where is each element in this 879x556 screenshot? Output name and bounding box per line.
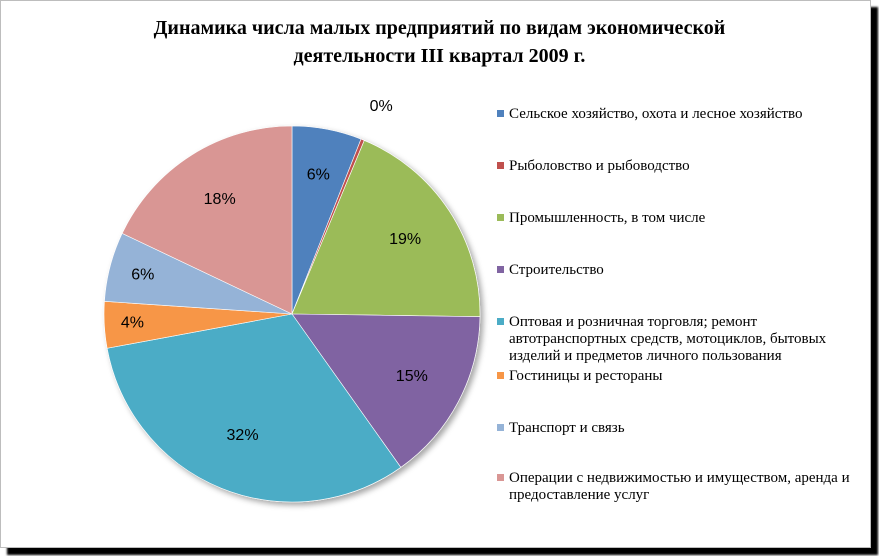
legend-label: Рыболовство и рыбоводство (509, 158, 690, 174)
chart-title-line-2: деятельности III квартал 2009 г. (293, 45, 586, 67)
pie-slice-3 (291, 140, 481, 317)
pie-data-label-8: 18% (204, 191, 236, 208)
legend-swatch (497, 162, 504, 169)
legend-label: Оптовая и розничная торговля; ремонт авт… (509, 314, 827, 364)
legend-item-2: Рыболовство и рыбоводство (497, 158, 867, 175)
legend-label: Гостиницы и рестораны (509, 368, 663, 384)
legend-item-6: Гостиницы и рестораны (497, 368, 867, 385)
legend-label: Операции с недвижимостью и имуществом, а… (509, 470, 850, 503)
pie-data-label-4: 15% (396, 368, 428, 385)
pie-data-label-7: 6% (131, 266, 154, 283)
pie-data-label-5: 32% (227, 427, 259, 444)
legend-label: Сельское хозяйство, охота и лесное хозяй… (509, 106, 803, 122)
pie-data-label-3: 19% (389, 231, 421, 248)
legend-item-7: Транспорт и связь (497, 420, 867, 437)
legend-item-4: Строительство (497, 262, 867, 279)
legend-swatch (497, 318, 504, 325)
legend-swatch (497, 372, 504, 379)
pie-slice-5 (106, 313, 402, 503)
legend-item-5: Оптовая и розничная торговля; ремонт авт… (497, 314, 867, 365)
legend-swatch (497, 214, 504, 221)
legend-label: Строительство (509, 262, 604, 278)
chart-title: Динамика числа малых предприятий по вида… (0, 14, 879, 70)
pie-slice-8 (121, 125, 293, 315)
pie-data-label-6: 4% (121, 314, 144, 331)
pie-data-label-2: 0% (370, 98, 393, 115)
legend-item-1: Сельское хозяйство, охота и лесное хозяй… (497, 106, 867, 123)
legend-swatch (497, 266, 504, 273)
legend-swatch (497, 110, 504, 117)
pie-slice-4 (291, 313, 481, 468)
legend-label: Транспорт и связь (509, 420, 625, 436)
chart-title-line-1: Динамика числа малых предприятий по вида… (153, 17, 726, 39)
legend-item-3: Промышленность, в том числе (497, 210, 867, 227)
legend-swatch (497, 474, 504, 481)
legend-swatch (497, 424, 504, 431)
legend-item-8: Операции с недвижимостью и имуществом, а… (497, 470, 867, 504)
legend-label: Промышленность, в том числе (509, 210, 706, 226)
pie-data-label-1: 6% (307, 167, 330, 184)
